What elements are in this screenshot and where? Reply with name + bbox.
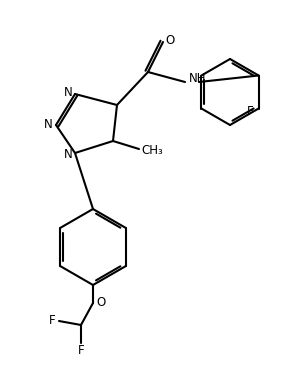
Text: F: F: [49, 314, 55, 326]
Text: O: O: [165, 35, 175, 48]
Text: F: F: [247, 105, 254, 118]
Text: N: N: [64, 86, 72, 100]
Text: O: O: [96, 296, 106, 310]
Text: CH₃: CH₃: [141, 144, 163, 156]
Text: NH: NH: [189, 72, 207, 86]
Text: N: N: [64, 147, 72, 161]
Text: F: F: [78, 343, 84, 357]
Text: N: N: [43, 118, 52, 132]
